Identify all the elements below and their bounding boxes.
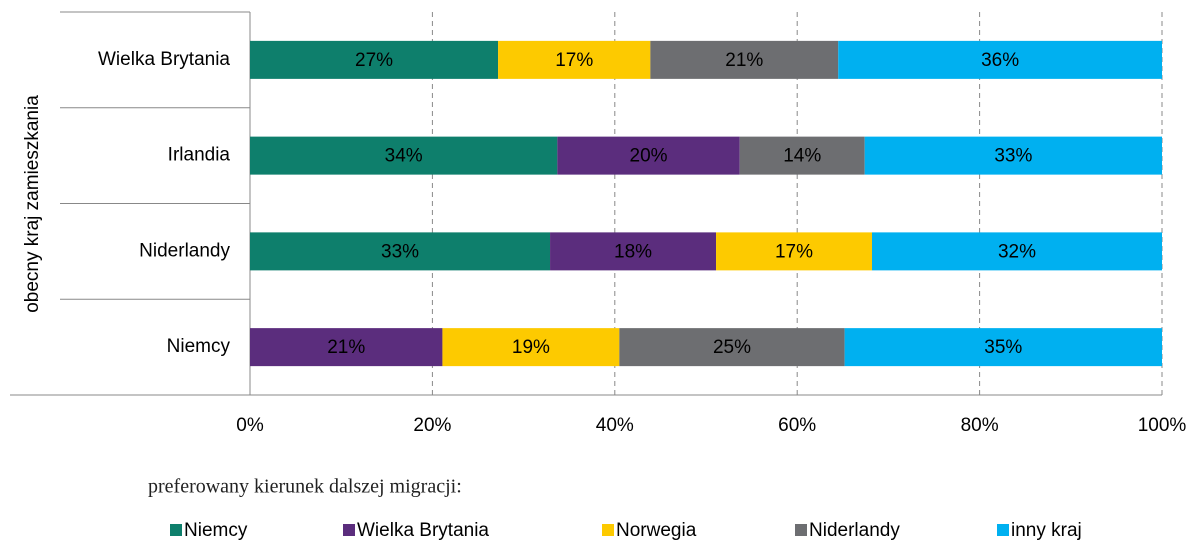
bar-segment	[550, 232, 717, 271]
x-tick-label: 100%	[1138, 415, 1187, 436]
data-label: 33%	[381, 241, 419, 262]
data-label: 27%	[355, 50, 393, 71]
y-tick-label: Wielka Brytania	[98, 49, 230, 70]
legend-swatch	[997, 524, 1009, 536]
data-label: 14%	[783, 146, 821, 167]
bar-segment	[442, 328, 620, 367]
data-label: 32%	[998, 241, 1036, 262]
bar-segment	[619, 328, 845, 367]
legend-label: inny kraj	[1011, 520, 1082, 541]
x-tick-label: 60%	[778, 415, 816, 436]
data-label: 21%	[327, 337, 365, 358]
bar-segment	[716, 232, 872, 271]
bar-segment	[650, 40, 839, 79]
data-label: 19%	[512, 337, 550, 358]
y-tick-label: Irlandia	[168, 145, 231, 166]
y-tick-label: Niemcy	[167, 336, 231, 357]
data-label: 21%	[725, 50, 763, 71]
y-tick-label: Niderlandy	[139, 240, 230, 261]
data-label: 36%	[981, 50, 1019, 71]
x-tick-label: 20%	[413, 415, 451, 436]
x-tick-label: 40%	[596, 415, 634, 436]
data-label: 25%	[713, 337, 751, 358]
data-label: 35%	[984, 337, 1022, 358]
legend-label: Norwegia	[616, 520, 697, 541]
legend-swatch	[343, 524, 355, 536]
legend-swatch	[170, 524, 182, 536]
bar-segment	[844, 328, 1162, 367]
bar-segment	[739, 136, 865, 175]
y-axis-label: obecny kraj zamieszkania	[22, 95, 43, 313]
legend-label: Wielka Brytania	[357, 520, 489, 541]
x-tick-label: 80%	[961, 415, 999, 436]
data-label: 34%	[385, 146, 423, 167]
bar-segment	[250, 328, 443, 367]
bar-segment	[498, 40, 651, 79]
bar-segment	[557, 136, 740, 175]
data-label: 20%	[630, 146, 668, 167]
legend-label: Niderlandy	[809, 520, 900, 541]
legend-title: preferowany kierunek dalszej migracji:	[148, 476, 462, 498]
data-label: 17%	[555, 50, 593, 71]
bar-segment	[250, 232, 551, 271]
data-label: 17%	[775, 241, 813, 262]
legend-swatch	[795, 524, 807, 536]
data-label: 33%	[994, 146, 1032, 167]
data-label: 18%	[614, 241, 652, 262]
bar-segment	[871, 232, 1162, 271]
legend-swatch	[602, 524, 614, 536]
legend-label: Niemcy	[184, 520, 248, 541]
bar-segment	[864, 136, 1162, 175]
bar-segment	[838, 40, 1162, 79]
bar-segment	[250, 136, 558, 175]
x-tick-label: 0%	[236, 415, 264, 436]
bar-segment	[250, 40, 499, 79]
